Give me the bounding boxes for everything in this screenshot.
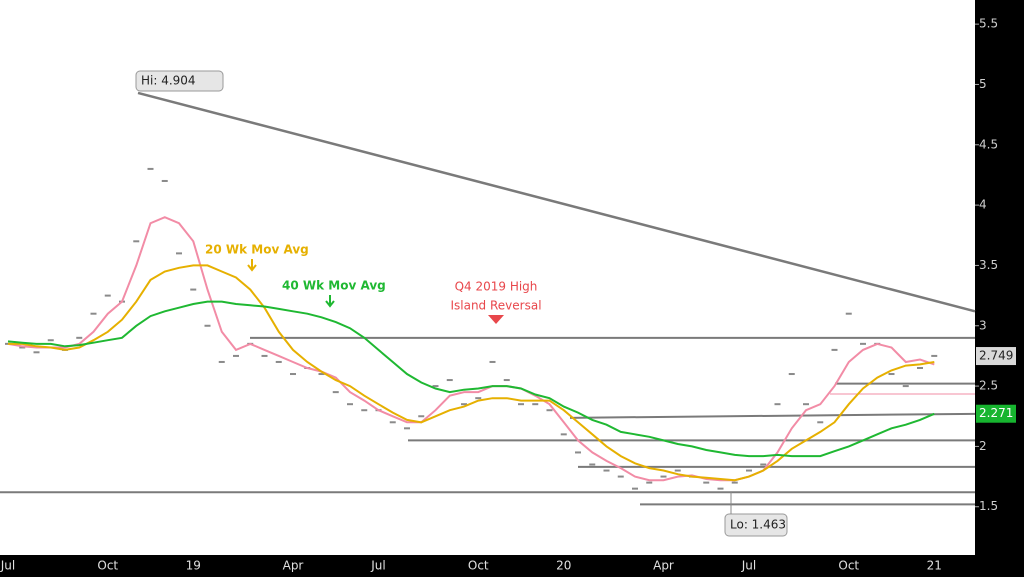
y-tick-label: 5 (979, 77, 987, 91)
y-axis-panel (975, 0, 1024, 577)
label-box (724, 513, 788, 537)
x-tick-label: Jul (370, 559, 385, 573)
y-tick-label: 5.5 (979, 17, 998, 31)
x-tick-label: 19 (186, 559, 201, 573)
series-label: 40 Wk Mov Avg (282, 279, 386, 293)
series-label: 20 Wk Mov Avg (205, 243, 309, 257)
y-tick-label: 2 (979, 439, 987, 453)
high-label: Hi: 4.904 (141, 74, 196, 88)
y-tick-label: 2.5 (979, 379, 998, 393)
low-label: Lo: 1.463 (730, 518, 786, 532)
moving-average (7, 300, 935, 458)
x-tick-label: Apr (653, 559, 674, 573)
y-tick-label: 4.5 (979, 137, 998, 151)
y-tick-label: 1.5 (979, 499, 998, 513)
x-tick-label: 20 (556, 559, 571, 573)
arrow (325, 295, 335, 308)
price-tag-label: 2.749 (979, 349, 1013, 363)
moving-average (8, 264, 935, 482)
annotation: Q4 2019 High (455, 280, 538, 294)
x-tick-label: Oct (838, 559, 859, 573)
y-tick-label: 3 (979, 318, 987, 332)
trendline (137, 91, 976, 313)
x-tick-label: Apr (283, 559, 304, 573)
arrow (247, 259, 257, 272)
x-tick-label: Jul (0, 559, 15, 573)
moving-average (7, 216, 935, 482)
annotation: Island Reversal (450, 299, 541, 313)
x-axis-panel (0, 555, 1024, 577)
price-tag (976, 404, 1016, 423)
annotation-marker (488, 315, 504, 324)
label-box (135, 70, 224, 92)
x-tick-label: Oct (97, 559, 118, 573)
x-tick-label: 21 (927, 559, 942, 573)
y-tick-label: 4 (979, 198, 987, 212)
y-tick-label: 3.5 (979, 258, 998, 272)
x-tick-label: Jul (741, 559, 756, 573)
x-tick-label: Oct (468, 559, 489, 573)
support-line (569, 412, 976, 419)
price-tag (976, 347, 1016, 366)
price-tag-label: 2.271 (979, 406, 1013, 420)
